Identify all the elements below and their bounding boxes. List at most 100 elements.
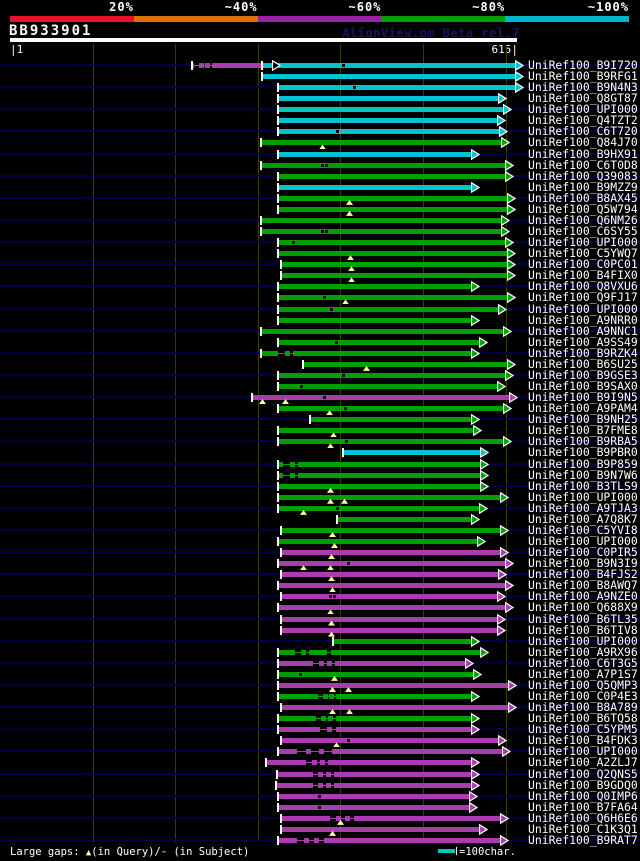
scale-segment-80 <box>381 16 506 22</box>
subject-gap-dash <box>326 782 332 788</box>
hit-label: UniRef100_Q6NM26 <box>528 212 638 227</box>
subject-gap-dash <box>331 649 337 655</box>
hit-label: UniRef100_B4FIX0 <box>528 268 638 283</box>
alignment-bar <box>278 251 507 257</box>
hit-label: UniRef100_B9HX91 <box>528 146 638 161</box>
alignment-arrowhead-icon <box>500 547 509 559</box>
alignment-bar <box>281 705 508 711</box>
subject-gap-dash <box>311 760 317 766</box>
alignment-bar <box>281 572 498 578</box>
hit-label: UniRef100_Q2QNS5 <box>528 766 638 781</box>
scale-segment-100 <box>505 16 629 22</box>
hit-label: UniRef100_B9MZZ9 <box>528 179 638 194</box>
alignment-arrowhead-icon <box>471 314 480 326</box>
alignment-arrowhead-icon <box>498 569 507 581</box>
scale-segment-40 <box>133 16 258 22</box>
alignment-bar <box>278 295 507 301</box>
alignment-start-tick <box>277 747 279 757</box>
alignment-start-tick <box>277 581 279 591</box>
alignment-arrowhead-icon <box>480 458 489 470</box>
subject-gap-dash <box>318 782 324 788</box>
alignment-arrowhead-icon <box>507 192 516 204</box>
alignment-bar <box>278 428 473 434</box>
alignment-bar <box>276 782 471 788</box>
alignment-bar <box>278 384 497 390</box>
alignment-start-tick <box>277 537 279 547</box>
hit-label: UniRef100_A7P1S7 <box>528 666 638 681</box>
alignment-bar <box>278 682 508 688</box>
hit-label: UniRef100_A9SS49 <box>528 334 638 349</box>
subject-gap-dot <box>329 595 332 599</box>
hit-label: UniRef100_B9RBA5 <box>528 434 638 449</box>
hit-label: UniRef100_Q5QMP3 <box>528 677 638 692</box>
subject-gap-dot <box>342 64 345 67</box>
alignment-start-tick <box>277 293 279 303</box>
alignment-arrowhead-icon <box>503 403 512 415</box>
hit-label: UniRef100_C1K3Q1 <box>528 821 638 836</box>
alignment-arrowhead-icon <box>502 746 511 758</box>
alignment-arrowhead-icon <box>505 159 514 171</box>
hit-label: UniRef100_B7FME8 <box>528 423 638 438</box>
alignment-start-tick <box>277 669 279 679</box>
legend-subject-text: (in Subject) <box>167 846 250 858</box>
alignment-start-tick <box>280 813 282 823</box>
alignment-bar <box>333 638 471 644</box>
hit-label: UniRef100_C5YVI8 <box>528 522 638 537</box>
subject-gap-dash <box>329 694 335 700</box>
alignment-arrowhead-icon <box>501 226 510 238</box>
alignment-start-tick <box>277 470 279 480</box>
alignment-arrowhead-icon <box>509 392 518 404</box>
alignment-bar <box>266 760 471 766</box>
query-gap-triangle-icon <box>346 210 353 216</box>
subject-gap-dot <box>333 595 336 599</box>
alignment-start-tick <box>277 204 279 214</box>
subject-gap-dot <box>299 672 302 676</box>
hit-label: UniRef100_B9SAX0 <box>528 379 638 394</box>
subject-gap-dot <box>347 562 350 566</box>
alignment-bar <box>281 738 498 744</box>
alignment-arrowhead-icon <box>498 735 507 747</box>
alignment-arrowhead-icon <box>503 325 512 337</box>
alignment-start-tick <box>277 116 279 126</box>
subject-gap-dash <box>305 749 311 755</box>
hit-label: UniRef100_B9GSE3 <box>528 367 638 382</box>
alignment-bar <box>278 605 505 611</box>
query-gap-triangle-icon <box>329 587 336 593</box>
alignment-start-tick <box>280 525 282 535</box>
alignment-start-tick <box>332 636 334 646</box>
hit-label: UniRef100_A2ZLJ7 <box>528 755 638 770</box>
query-gap-triangle-icon <box>329 709 336 715</box>
query-gap-triangle-icon <box>346 709 353 715</box>
scale-segment-60 <box>257 16 382 22</box>
subject-gap-dash <box>318 660 324 666</box>
subject-gap-line <box>313 773 334 775</box>
alignment-start-tick <box>277 193 279 203</box>
subject-gap-dot <box>323 296 326 300</box>
hit-label: UniRef100_B8AWQ7 <box>528 578 638 593</box>
alignment-arrowhead-icon <box>471 181 480 193</box>
hit-label: UniRef100_A9NRR0 <box>528 312 638 327</box>
alignment-bar <box>278 372 505 378</box>
scale-label-40: ~40% <box>224 0 258 14</box>
alignment-arrowhead-icon <box>497 115 506 127</box>
hundred-char-scale-line <box>438 849 455 853</box>
alignment-start-tick <box>277 238 279 248</box>
subject-gap-dash <box>289 461 295 467</box>
hit-label: UniRef100_Q8GT87 <box>528 91 638 106</box>
subject-gap-dot <box>347 739 350 743</box>
hit-label: UniRef100_UPI000.. <box>528 534 640 549</box>
alignment-arrowhead-icon <box>501 214 510 226</box>
alignment-bar <box>278 118 497 124</box>
alignment-bar <box>278 660 465 666</box>
subject-gap-dot <box>344 407 347 411</box>
hit-label: UniRef100_Q39083 <box>528 168 638 183</box>
hit-label: UniRef100_A9NNC1 <box>528 323 638 338</box>
hit-label: UniRef100_B6SU25 <box>528 356 638 371</box>
alignment-bar <box>281 815 500 821</box>
alignment-start-tick <box>275 780 277 790</box>
ruler-end-label: 615| <box>492 44 519 56</box>
alignment-start-tick <box>277 337 279 347</box>
alignment-start-tick <box>280 592 282 602</box>
alignment-start-tick <box>277 382 279 392</box>
alignment-start-tick <box>277 492 279 502</box>
